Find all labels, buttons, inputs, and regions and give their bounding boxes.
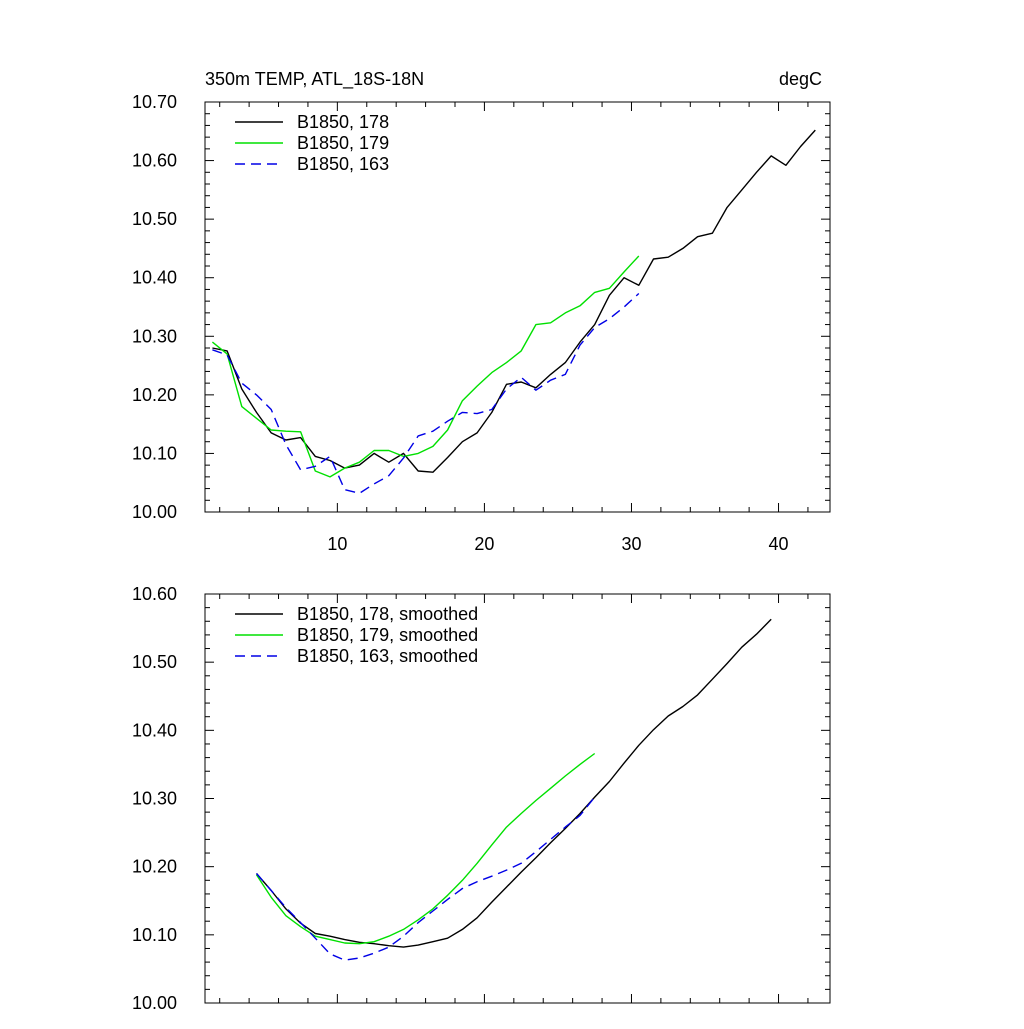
y-tick-label: 10.60 — [132, 584, 177, 604]
y-tick-label: 10.60 — [132, 151, 177, 171]
legend-label: B1850, 178, smoothed — [297, 604, 478, 624]
y-tick-label: 10.40 — [132, 720, 177, 740]
x-tick-label: 20 — [474, 534, 494, 554]
x-tick-label: 30 — [621, 534, 641, 554]
series-line-2 — [211, 255, 640, 478]
legend-label: B1850, 179 — [297, 133, 389, 153]
legend-label: B1850, 163 — [297, 154, 389, 174]
series-line-3 — [255, 796, 596, 961]
y-tick-label: 10.20 — [132, 857, 177, 877]
y-tick-label: 10.20 — [132, 385, 177, 405]
y-tick-label: 10.00 — [132, 993, 177, 1013]
chart-panel-2: 10.00 10.10 10.20 10.30 10.40 10.50 10.60 B1850… — [132, 584, 831, 1013]
series-line-3 — [212, 292, 640, 494]
y-tick-label: 10.50 — [132, 652, 177, 672]
plot-frame — [204, 101, 831, 513]
series-line-1 — [255, 618, 772, 948]
series-line-1 — [212, 129, 816, 473]
x-tick-label: 10 — [327, 534, 347, 554]
y-tick-label: 10.30 — [132, 789, 177, 809]
y-tick-label: 10.40 — [132, 268, 177, 288]
y-tick-label: 10.30 — [132, 326, 177, 346]
legend-label: B1850, 178 — [297, 112, 389, 132]
chart-title: 350m TEMP, ATL_18S-18N — [205, 69, 424, 90]
chart-panel-1: 10.00 10.10 10.20 10.30 10.40 10.50 10.60 10.70… — [132, 69, 831, 554]
legend-label: B1850, 163, smoothed — [297, 646, 478, 666]
chart-units: degC — [779, 69, 822, 89]
x-tick-label: 40 — [769, 534, 789, 554]
legend-label: B1850, 179, smoothed — [297, 625, 478, 645]
y-tick-label: 10.50 — [132, 209, 177, 229]
y-tick-label: 10.10 — [132, 925, 177, 945]
y-tick-label: 10.00 — [132, 502, 177, 522]
y-tick-label: 10.10 — [132, 443, 177, 463]
y-tick-label: 10.70 — [132, 92, 177, 112]
